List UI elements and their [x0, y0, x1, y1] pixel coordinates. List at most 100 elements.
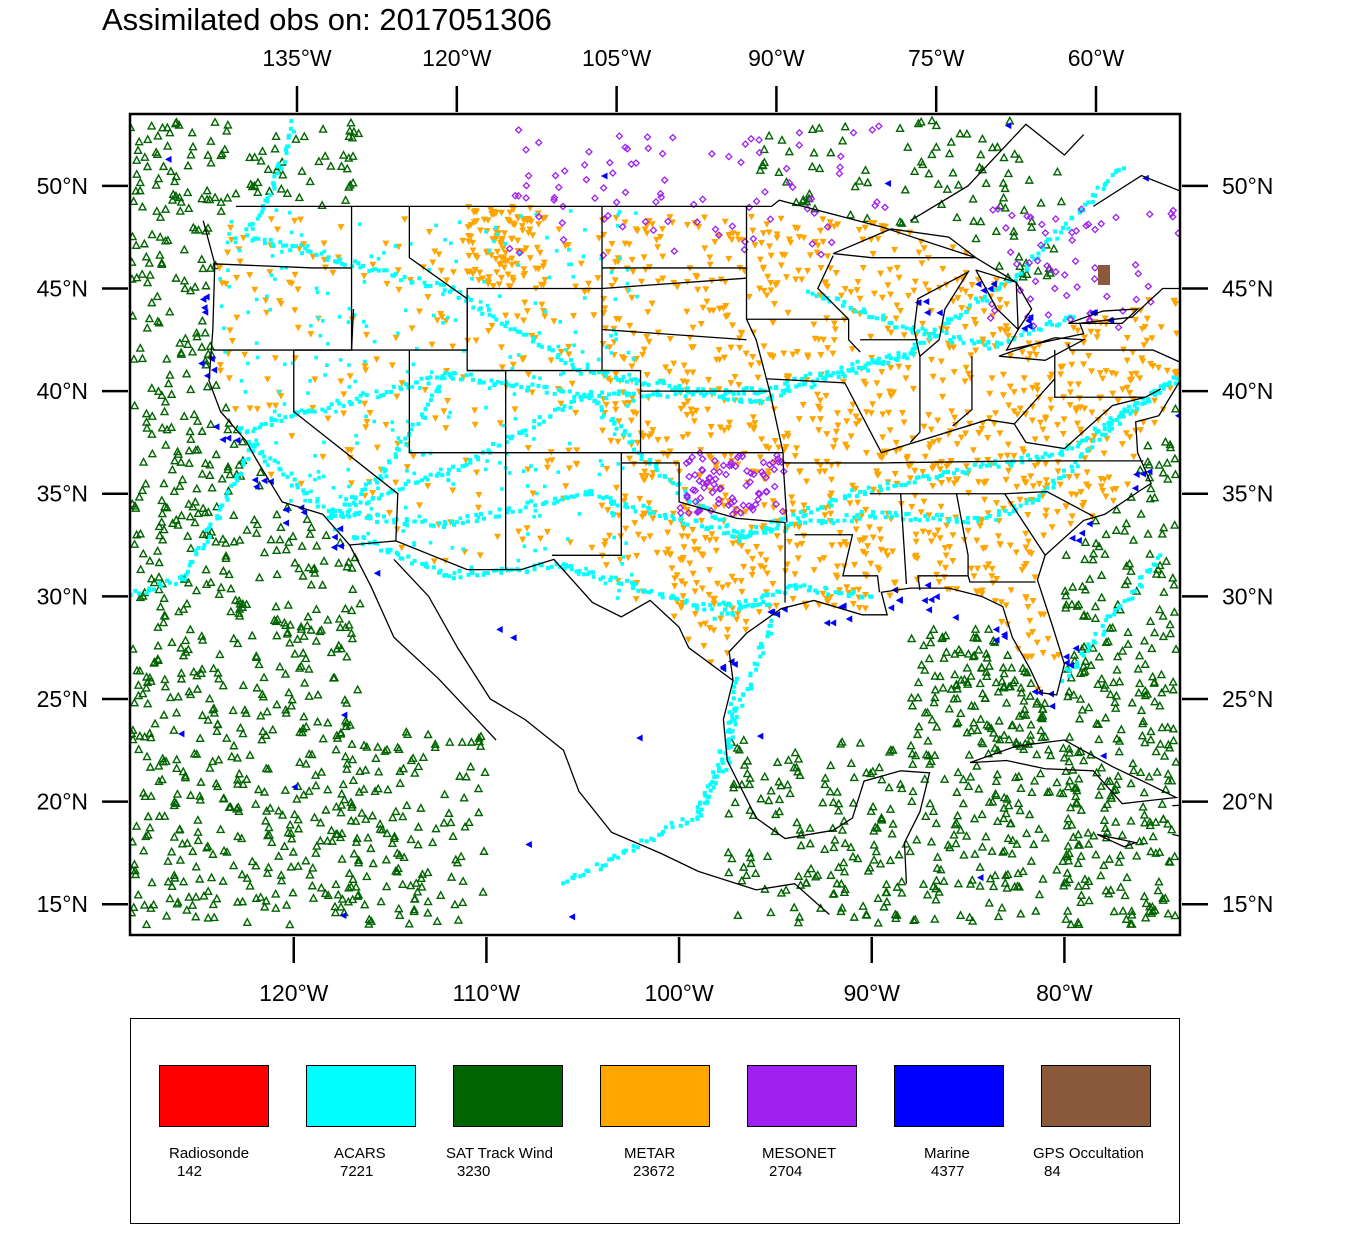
sat-track-wind-marker	[888, 819, 898, 828]
acars-marker	[1137, 582, 1142, 587]
sat-track-wind-marker	[967, 916, 978, 925]
metar-marker	[815, 336, 823, 343]
sat-track-wind-marker	[1156, 669, 1167, 679]
metar-marker	[867, 560, 875, 568]
acars-marker	[1030, 254, 1035, 259]
acars-marker	[608, 496, 613, 501]
acars-marker	[654, 468, 659, 473]
sat-track-wind-marker	[1067, 599, 1077, 609]
acars-marker	[363, 482, 368, 487]
acars-marker	[468, 460, 473, 465]
acars-marker	[567, 389, 572, 394]
sat-track-wind-marker	[316, 767, 327, 776]
acars-marker	[559, 389, 564, 394]
sat-track-wind-marker	[266, 534, 276, 544]
metar-marker	[950, 369, 958, 376]
acars-marker	[285, 474, 290, 479]
sat-track-wind-marker	[185, 285, 196, 295]
sat-track-wind-marker	[825, 760, 836, 770]
sat-track-wind-marker	[1111, 817, 1121, 826]
acars-marker	[954, 467, 959, 472]
metar-marker	[712, 536, 720, 544]
acars-marker	[1153, 392, 1158, 397]
acars-marker	[331, 486, 336, 490]
metar-marker	[727, 380, 735, 387]
sat-track-wind-marker	[1147, 671, 1158, 681]
sat-track-wind-marker	[863, 177, 873, 187]
metar-marker	[990, 420, 998, 428]
acars-marker	[353, 503, 358, 508]
sat-track-wind-marker	[1168, 684, 1178, 694]
acars-marker	[574, 569, 579, 574]
metar-marker	[760, 565, 768, 572]
sat-track-wind-marker	[133, 680, 144, 689]
metar-marker	[497, 209, 505, 217]
metar-marker	[1102, 493, 1110, 501]
sat-track-wind-marker	[1082, 611, 1093, 620]
sat-track-wind-marker	[249, 152, 260, 161]
metar-marker	[691, 588, 699, 596]
sat-track-wind-marker	[135, 528, 146, 538]
acars-marker	[547, 345, 552, 350]
acars-marker	[569, 494, 574, 499]
metar-marker	[677, 602, 685, 610]
sat-track-wind-marker	[860, 165, 871, 174]
acars-marker	[1030, 500, 1035, 505]
sat-track-wind-marker	[1084, 839, 1094, 848]
acars-marker	[598, 459, 603, 463]
acars-marker	[207, 534, 212, 539]
acars-marker	[609, 351, 614, 355]
acars-marker	[385, 550, 390, 555]
acars-marker	[738, 532, 743, 537]
sat-track-wind-marker	[280, 785, 291, 794]
sat-track-wind-marker	[311, 604, 322, 614]
sat-track-wind-marker	[1165, 628, 1176, 638]
sat-track-wind-marker	[305, 529, 315, 538]
acars-marker	[1011, 504, 1016, 509]
acars-marker	[958, 312, 963, 317]
metar-marker	[980, 496, 988, 504]
metar-marker	[856, 295, 864, 303]
acars-marker	[612, 853, 617, 858]
sat-track-wind-marker	[154, 760, 164, 770]
acars-marker	[961, 340, 966, 345]
acars-marker	[323, 409, 328, 414]
acars-marker	[278, 240, 283, 245]
sat-track-wind-marker	[806, 863, 816, 873]
metar-marker	[1042, 477, 1050, 484]
sat-track-wind-marker	[284, 537, 294, 546]
metar-marker	[863, 573, 871, 580]
sat-track-wind-marker	[279, 617, 290, 627]
sat-track-wind-marker	[981, 648, 991, 658]
sat-track-wind-marker	[1064, 848, 1074, 858]
sat-track-wind-marker	[154, 521, 164, 531]
acars-marker	[1100, 623, 1105, 628]
acars-marker	[883, 515, 888, 520]
acars-marker	[347, 385, 352, 389]
sat-track-wind-marker	[1111, 779, 1122, 789]
metar-marker	[712, 547, 720, 555]
sat-track-wind-marker	[144, 313, 155, 323]
sat-track-wind-marker	[242, 917, 252, 926]
sat-track-wind-marker	[263, 763, 273, 773]
sat-track-wind-marker	[1064, 747, 1075, 757]
sat-track-wind-marker	[1013, 798, 1024, 808]
acars-marker	[894, 513, 899, 518]
sat-track-wind-marker	[146, 573, 157, 583]
acars-marker	[1037, 494, 1042, 499]
metar-marker	[659, 253, 667, 261]
sat-track-wind-marker	[346, 797, 356, 807]
metar-marker	[840, 316, 848, 324]
acars-marker	[322, 249, 327, 254]
metar-marker	[826, 219, 834, 226]
sat-track-wind-marker	[191, 327, 202, 337]
acars-marker	[831, 520, 836, 525]
metar-marker	[712, 465, 720, 473]
acars-marker	[341, 403, 346, 408]
acars-marker	[726, 601, 731, 606]
acars-marker	[849, 519, 854, 524]
metar-marker	[886, 388, 894, 396]
sat-track-wind-marker	[413, 822, 424, 831]
acars-marker	[296, 410, 301, 415]
metar-marker	[565, 447, 573, 455]
